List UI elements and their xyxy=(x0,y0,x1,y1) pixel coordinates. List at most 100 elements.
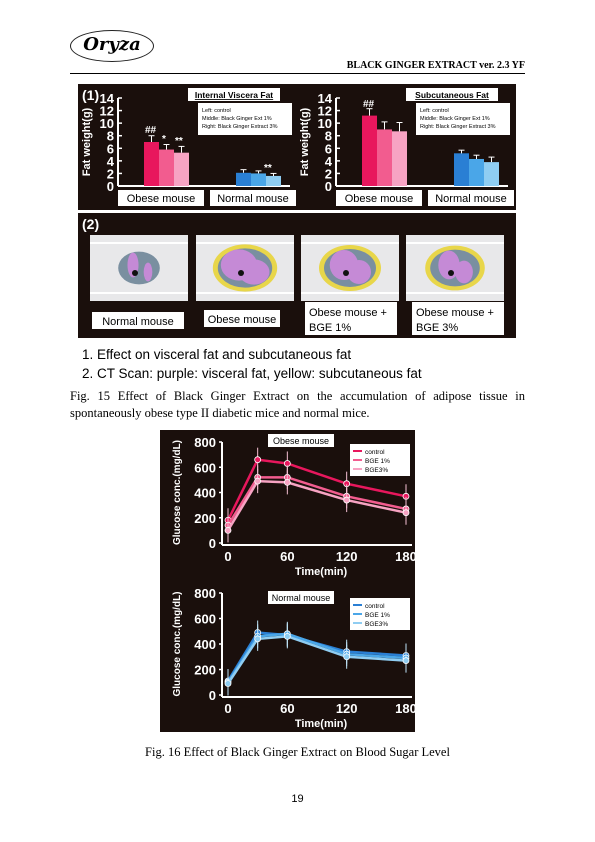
page-number: 19 xyxy=(291,793,304,805)
legend-entry: BGE3% xyxy=(365,621,388,628)
legend-entry: control xyxy=(365,449,385,456)
y-tick-label: 12 xyxy=(318,104,332,119)
category-label: Normal mouse xyxy=(435,193,507,205)
title-box xyxy=(268,434,334,447)
y-tick-label: 0 xyxy=(325,179,332,194)
visceral-fat xyxy=(455,260,473,284)
y-tick-label: 4 xyxy=(325,154,333,169)
y-tick-label: 14 xyxy=(100,91,115,106)
significance-mark: * xyxy=(162,134,166,145)
y-tick-label: 12 xyxy=(100,104,114,119)
panel-label: (2) xyxy=(82,216,99,232)
legend-entry: Right: Black Ginger Extract 3% xyxy=(202,124,278,130)
x-tick-label: 60 xyxy=(280,549,294,564)
header-rule xyxy=(70,73,525,74)
fig15-caption: Fig. 15 Effect of Black Ginger Extract o… xyxy=(70,389,525,420)
category-label-box xyxy=(118,190,204,206)
y-tick-label: 800 xyxy=(194,435,216,450)
y-tick-label: 8 xyxy=(325,129,332,144)
chart-title: Obese mouse xyxy=(273,436,329,446)
ct-label-box xyxy=(305,302,397,335)
legend-entry: control xyxy=(365,603,385,610)
y-tick-label: 200 xyxy=(194,511,216,526)
ct-label-box xyxy=(92,312,184,329)
oryza-logo: Oryza xyxy=(70,30,154,62)
y-tick-label: 6 xyxy=(107,141,114,156)
bar xyxy=(174,152,189,186)
visceral-fat xyxy=(347,260,371,284)
chart-title: Internal Viscera Fat xyxy=(195,90,273,100)
significance-mark: ## xyxy=(363,99,375,110)
legend-entry: Middle: Black Ginger Ext 1% xyxy=(420,116,490,122)
x-axis-label: Time(min) xyxy=(295,566,348,578)
data-point xyxy=(343,653,351,661)
legend-box xyxy=(198,103,292,135)
list-item: 2. CT Scan: purple: visceral fat, yellow… xyxy=(82,366,422,381)
legend-entry: Left: control xyxy=(420,108,449,114)
data-point xyxy=(224,526,232,534)
body-cross-section xyxy=(118,251,160,285)
legend-entry: Right: Black Ginger Extract 3% xyxy=(420,124,496,130)
visceral-fat xyxy=(238,259,270,285)
x-tick-label: 180 xyxy=(395,549,415,564)
document-title: BLACK GINGER EXTRACT ver. 2.3 YF xyxy=(346,60,525,71)
ct-label: Obese mouse + xyxy=(416,307,494,319)
data-point xyxy=(283,632,291,640)
bar xyxy=(377,129,392,186)
y-axis-label: Glucose conc.(mg/dL) xyxy=(172,591,183,696)
category-label: Obese mouse xyxy=(127,193,195,205)
legend-entry: Middle: Black Ginger Ext 1% xyxy=(202,116,272,122)
bar xyxy=(144,142,159,186)
visceral-fat xyxy=(143,262,153,282)
y-tick-label: 4 xyxy=(107,154,115,169)
x-tick-label: 0 xyxy=(224,701,231,716)
legend-entry: BGE3% xyxy=(365,467,388,474)
bar xyxy=(392,131,407,186)
x-tick-label: 60 xyxy=(280,701,294,716)
y-tick-label: 600 xyxy=(194,460,216,475)
x-axis-label: Time(min) xyxy=(295,718,348,730)
title-box xyxy=(268,591,334,604)
data-point xyxy=(343,496,351,504)
y-tick-label: 200 xyxy=(194,663,216,678)
data-point xyxy=(402,509,410,517)
fig15-panel1: (1) Fat weight(g) 0 2 4 6 8 10 12 14 Internal Visc… xyxy=(78,84,516,210)
significance-mark: ## xyxy=(145,125,157,136)
y-tick-label: 0 xyxy=(209,688,216,703)
category-label: Normal mouse xyxy=(217,193,289,205)
ct-label: BGE 1% xyxy=(309,322,351,334)
fig16-panel: Glucose conc.(mg/dL) 0 200 400 600 800 0 60 120 1… xyxy=(160,430,417,732)
y-tick-label: 400 xyxy=(194,486,216,501)
legend-box xyxy=(416,103,510,135)
y-tick-label: 0 xyxy=(209,536,216,551)
organ-dot xyxy=(238,270,244,276)
significance-mark: ** xyxy=(175,136,183,147)
y-tick-label: 400 xyxy=(194,637,216,652)
ct-label: Obese mouse xyxy=(208,314,276,326)
data-point xyxy=(254,635,262,643)
title-box xyxy=(406,88,498,101)
x-tick-label: 180 xyxy=(395,701,415,716)
bar xyxy=(159,149,174,186)
bar xyxy=(362,115,377,186)
x-tick-label: 0 xyxy=(224,549,231,564)
y-tick-label: 2 xyxy=(325,166,332,181)
y-axis-label: Fat weight(g) xyxy=(299,107,311,176)
x-tick-label: 120 xyxy=(336,549,358,564)
organ-dot xyxy=(448,270,454,276)
y-axis-label: Fat weight(g) xyxy=(81,107,93,176)
data-point xyxy=(254,456,262,464)
ct-label-box xyxy=(204,310,280,327)
chart-title: Subcutaneous Fat xyxy=(415,90,489,100)
y-tick-label: 0 xyxy=(107,179,114,194)
y-axis-label: Glucose conc.(mg/dL) xyxy=(172,440,183,545)
y-tick-label: 8 xyxy=(107,129,114,144)
x-tick-label: 120 xyxy=(336,701,358,716)
title-box xyxy=(188,88,280,101)
category-label-box xyxy=(336,190,422,206)
bar xyxy=(266,175,281,186)
bar xyxy=(469,158,484,186)
ct-label: BGE 3% xyxy=(416,322,458,334)
